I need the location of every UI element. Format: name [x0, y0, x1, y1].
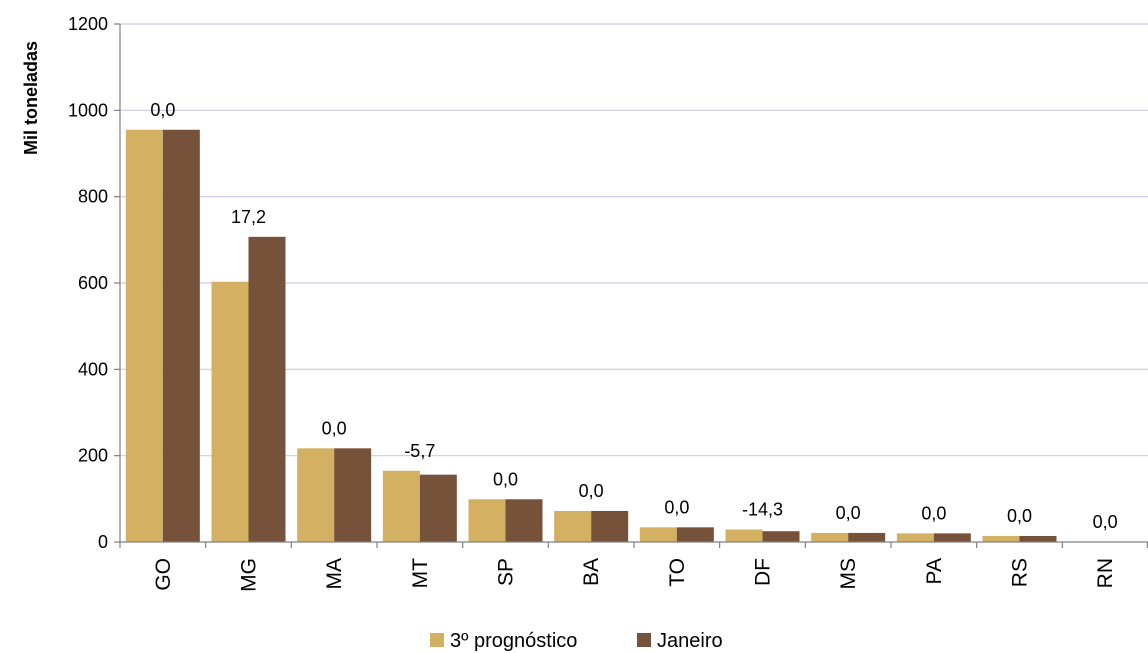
- data-label-df: -14,3: [742, 499, 783, 519]
- bar-to-janeiro: [676, 527, 714, 542]
- x-tick-label-mt: MT: [409, 558, 432, 588]
- x-tick-label-ma: MA: [323, 558, 346, 590]
- y-tick-label-1000: 1000: [68, 100, 108, 120]
- bar-mt-3-prognostico: [382, 470, 420, 542]
- data-label-ba: 0,0: [579, 481, 604, 501]
- x-tick-label-go: GO: [152, 558, 175, 591]
- y-tick-label-800: 800: [78, 187, 108, 207]
- bar-sp-janeiro: [505, 499, 543, 542]
- bar-ma-3-prognostico: [297, 448, 335, 542]
- bar-go-janeiro: [162, 129, 200, 542]
- legend: 3º prognóstico Janeiro: [430, 630, 723, 652]
- bar-rs-janeiro: [1019, 535, 1057, 542]
- x-tick-label-ba: BA: [580, 558, 603, 586]
- bar-df-janeiro: [762, 531, 800, 542]
- x-tick-label-pa: PA: [923, 558, 946, 584]
- data-label-rs: 0,0: [1007, 506, 1032, 526]
- y-tick-label-600: 600: [78, 273, 108, 293]
- x-tick-label-rs: RS: [1009, 558, 1032, 587]
- bar-pa-janeiro: [933, 533, 971, 542]
- legend-swatch-janeiro: [637, 633, 651, 647]
- data-label-sp: 0,0: [493, 469, 518, 489]
- bar-to-3-prognostico: [639, 527, 677, 542]
- x-tick-label-ms: MS: [837, 558, 860, 590]
- y-axis-title: Mil toneladas: [21, 41, 41, 155]
- data-label-ms: 0,0: [836, 503, 861, 523]
- bars: [125, 129, 1057, 543]
- data-label-mg: 17,2: [231, 207, 266, 227]
- data-label-rn: 0,0: [1093, 512, 1118, 532]
- y-tick-label-0: 0: [98, 532, 108, 552]
- bar-go-3-prognostico: [125, 129, 163, 542]
- legend-label-3o-prognostico: 3º prognóstico: [450, 630, 577, 652]
- x-tick-label-to: TO: [666, 558, 689, 587]
- bar-df-3-prognostico: [725, 529, 763, 542]
- data-label-to: 0,0: [664, 497, 689, 517]
- axes: [114, 23, 1148, 548]
- x-tick-label-mg: MG: [238, 558, 261, 592]
- y-tick-label-1200: 1200: [68, 14, 108, 34]
- bar-ms-3-prognostico: [811, 532, 849, 542]
- x-tick-label-df: DF: [752, 558, 775, 586]
- labels: 0 200 400 600 800 1000 1200 GO 0,0 MG 17,2 MA 0,0 MT -…: [68, 14, 1118, 592]
- bar-mt-janeiro: [419, 474, 457, 542]
- x-tick-label-rn: RN: [1094, 558, 1117, 588]
- legend-swatch-3o-prognostico: [430, 633, 444, 647]
- data-label-ma: 0,0: [322, 418, 347, 438]
- x-tick-label-sp: SP: [495, 558, 518, 586]
- data-label-pa: 0,0: [921, 503, 946, 523]
- bar-ba-janeiro: [591, 510, 629, 542]
- bar-ba-3-prognostico: [554, 510, 592, 542]
- data-label-go: 0,0: [150, 100, 175, 120]
- bar-pa-3-prognostico: [896, 533, 934, 542]
- gridlines: [120, 23, 1148, 457]
- data-label-mt: -5,7: [404, 441, 435, 461]
- bar-sp-3-prognostico: [468, 499, 506, 542]
- y-tick-label-200: 200: [78, 446, 108, 466]
- y-tick-label-400: 400: [78, 359, 108, 379]
- legend-label-janeiro: Janeiro: [657, 630, 723, 652]
- bar-ma-janeiro: [334, 448, 372, 542]
- bar-mg-janeiro: [248, 236, 286, 543]
- bar-rs-3-prognostico: [982, 535, 1020, 542]
- bar-mg-3-prognostico: [211, 281, 249, 542]
- bar-ms-janeiro: [848, 532, 886, 542]
